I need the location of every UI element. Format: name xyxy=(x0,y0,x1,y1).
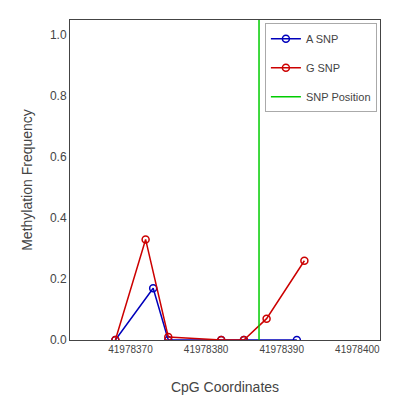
svg-text:SNP Position: SNP Position xyxy=(306,91,371,103)
svg-text:0.8: 0.8 xyxy=(50,89,67,103)
svg-text:0.0: 0.0 xyxy=(50,333,67,347)
svg-text:1.0: 1.0 xyxy=(50,28,67,42)
svg-text:41978370: 41978370 xyxy=(108,344,153,355)
svg-text:0.2: 0.2 xyxy=(50,272,67,286)
svg-text:41978400: 41978400 xyxy=(335,344,380,355)
svg-text:41978390: 41978390 xyxy=(259,344,304,355)
svg-text:0.4: 0.4 xyxy=(50,211,67,225)
svg-text:41978380: 41978380 xyxy=(184,344,229,355)
svg-text:A SNP: A SNP xyxy=(306,33,338,45)
svg-text:Methylation Frequency: Methylation Frequency xyxy=(19,109,35,251)
svg-text:G SNP: G SNP xyxy=(306,62,340,74)
svg-text:CpG Coordinates: CpG Coordinates xyxy=(171,379,279,395)
svg-text:0.6: 0.6 xyxy=(50,150,67,164)
